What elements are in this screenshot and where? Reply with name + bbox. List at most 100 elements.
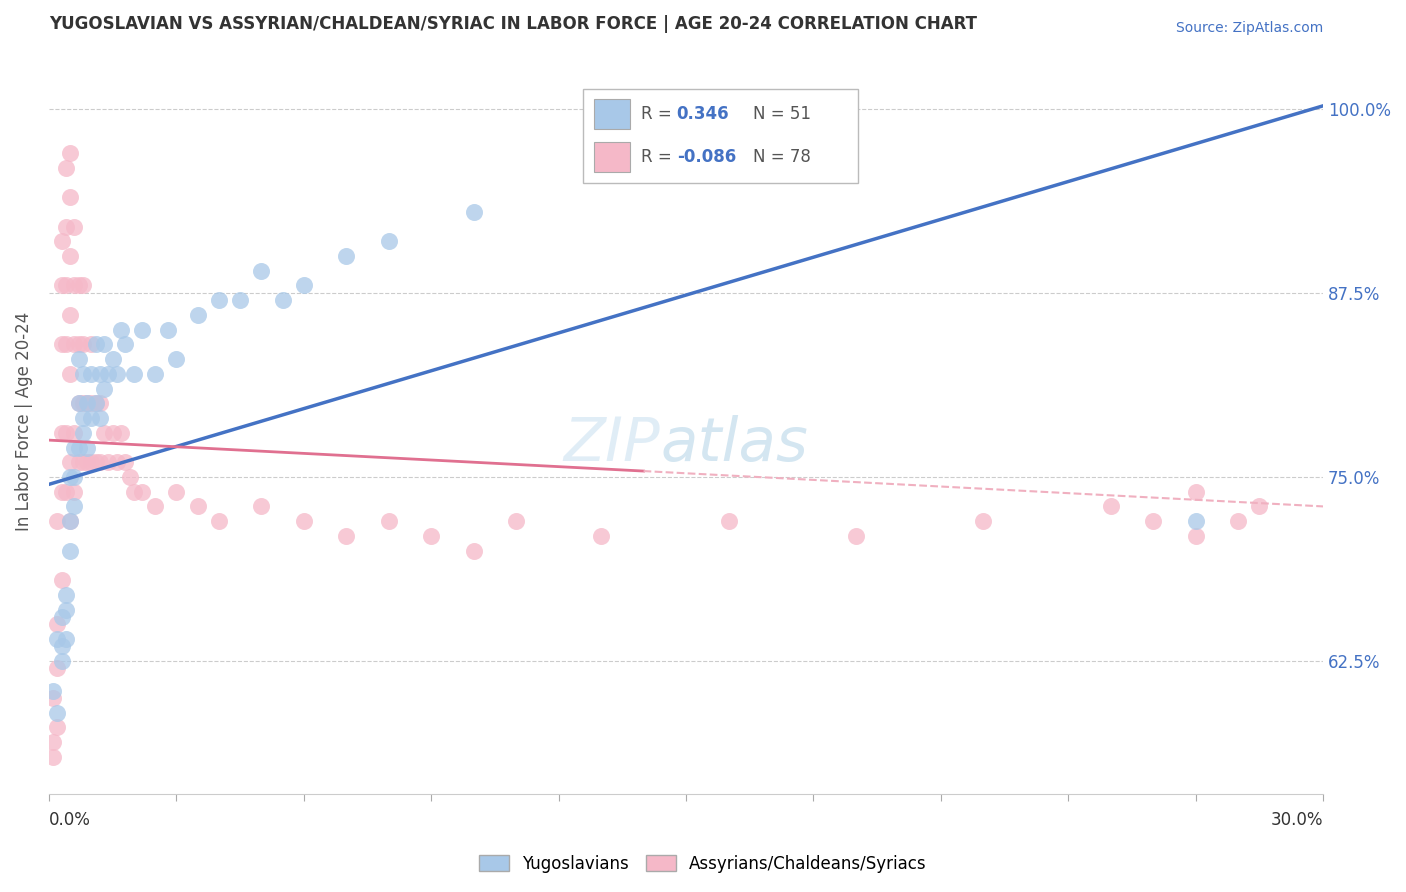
Point	[165, 352, 187, 367]
Point	[122, 367, 145, 381]
Point	[59, 190, 82, 204]
Point	[208, 293, 231, 308]
Point	[1184, 484, 1206, 499]
Point	[67, 441, 90, 455]
Point	[55, 337, 77, 351]
Point	[463, 543, 485, 558]
Point	[59, 470, 82, 484]
Point	[335, 249, 357, 263]
Point	[51, 610, 73, 624]
Point	[63, 500, 86, 514]
Point	[377, 514, 399, 528]
Point	[143, 500, 166, 514]
Point	[335, 529, 357, 543]
Text: R =: R =	[641, 148, 678, 166]
Point	[72, 455, 94, 469]
Point	[67, 396, 90, 410]
Point	[80, 411, 103, 425]
Point	[165, 484, 187, 499]
Point	[101, 352, 124, 367]
Point	[59, 455, 82, 469]
Text: 0.0%: 0.0%	[49, 812, 91, 830]
Point	[51, 425, 73, 440]
Point	[118, 470, 141, 484]
Point	[114, 337, 136, 351]
Point	[51, 235, 73, 249]
Point	[51, 337, 73, 351]
Point	[105, 367, 128, 381]
Bar	[595, 98, 630, 128]
Point	[131, 323, 153, 337]
Point	[59, 249, 82, 263]
Point	[84, 455, 107, 469]
Point	[105, 455, 128, 469]
Point	[51, 278, 73, 293]
Point	[55, 484, 77, 499]
Point	[1249, 500, 1271, 514]
Point	[89, 411, 111, 425]
Text: R =: R =	[641, 104, 678, 122]
Point	[89, 367, 111, 381]
Point	[63, 219, 86, 234]
Point	[51, 640, 73, 654]
Point	[97, 455, 120, 469]
Point	[845, 529, 868, 543]
Point	[55, 632, 77, 646]
Point	[1227, 514, 1250, 528]
Point	[55, 602, 77, 616]
Point	[67, 352, 90, 367]
Point	[187, 500, 209, 514]
Point	[63, 337, 86, 351]
Point	[46, 514, 69, 528]
Point	[59, 308, 82, 322]
Point	[51, 573, 73, 587]
Point	[63, 470, 86, 484]
Point	[76, 455, 98, 469]
Point	[59, 543, 82, 558]
Point	[55, 425, 77, 440]
Point	[463, 204, 485, 219]
Point	[63, 425, 86, 440]
Point	[1142, 514, 1164, 528]
Point	[84, 337, 107, 351]
Point	[80, 337, 103, 351]
Point	[67, 396, 90, 410]
Point	[110, 425, 132, 440]
Point	[59, 145, 82, 160]
Point	[55, 278, 77, 293]
Point	[110, 323, 132, 337]
Point	[72, 411, 94, 425]
Point	[80, 455, 103, 469]
Point	[84, 396, 107, 410]
Point	[187, 308, 209, 322]
Point	[42, 683, 65, 698]
Point	[93, 382, 115, 396]
Text: Source: ZipAtlas.com: Source: ZipAtlas.com	[1175, 21, 1323, 35]
Point	[51, 654, 73, 668]
Point	[80, 396, 103, 410]
Point	[72, 337, 94, 351]
Point	[292, 278, 315, 293]
Point	[76, 396, 98, 410]
Point	[229, 293, 252, 308]
Point	[93, 337, 115, 351]
Text: 0.346: 0.346	[676, 104, 730, 122]
Point	[46, 706, 69, 720]
Point	[80, 367, 103, 381]
Point	[89, 455, 111, 469]
Point	[97, 367, 120, 381]
Text: N = 51: N = 51	[754, 104, 811, 122]
Point	[250, 500, 273, 514]
Point	[51, 484, 73, 499]
Point	[63, 484, 86, 499]
Point	[250, 264, 273, 278]
Point	[143, 367, 166, 381]
Point	[72, 367, 94, 381]
Text: atlas: atlas	[661, 415, 808, 474]
Point	[1184, 529, 1206, 543]
Point	[76, 441, 98, 455]
Point	[93, 425, 115, 440]
Point	[1184, 514, 1206, 528]
Point	[42, 749, 65, 764]
Point	[377, 235, 399, 249]
